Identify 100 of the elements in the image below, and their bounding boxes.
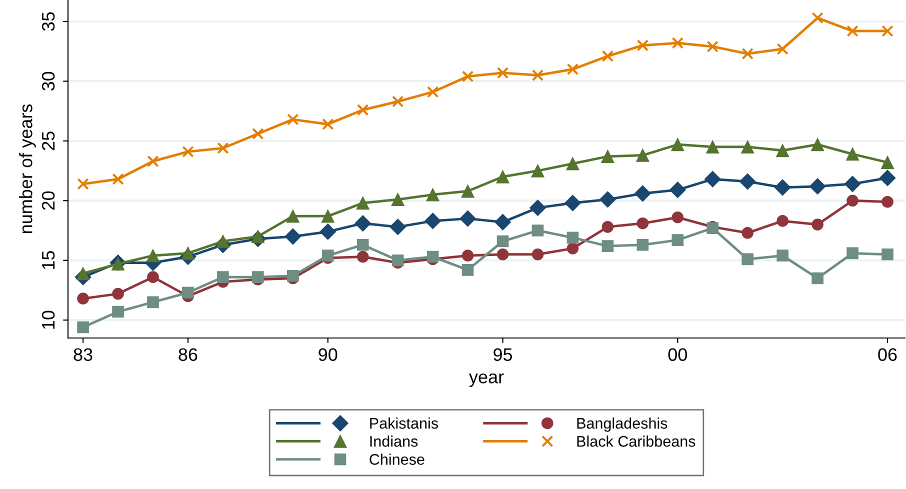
point <box>636 39 649 52</box>
point <box>774 179 791 196</box>
point <box>391 192 404 206</box>
point <box>672 234 684 246</box>
point <box>356 104 369 116</box>
legend-label: Pakistanis <box>370 418 438 429</box>
point <box>812 272 824 284</box>
point <box>147 271 159 283</box>
point <box>532 69 544 82</box>
legend-label: Indians <box>370 436 418 447</box>
point <box>182 146 194 158</box>
point <box>634 185 651 202</box>
point <box>882 248 894 260</box>
point <box>742 253 754 266</box>
x-tick-label: 86 <box>178 348 198 361</box>
point <box>322 118 334 130</box>
legend-label: Chinese <box>370 454 424 465</box>
point <box>636 238 649 251</box>
point <box>496 66 509 79</box>
point <box>669 182 686 198</box>
legend-label: Black Caribbeans <box>577 436 696 447</box>
point <box>742 48 754 60</box>
point <box>217 271 229 283</box>
point <box>532 224 544 236</box>
point <box>252 128 264 140</box>
point <box>602 50 614 62</box>
point <box>601 150 614 164</box>
point <box>182 286 194 299</box>
point <box>739 173 756 190</box>
point <box>462 264 474 276</box>
point <box>566 232 579 244</box>
point <box>181 246 195 260</box>
point <box>809 178 826 195</box>
point <box>112 306 124 318</box>
point <box>286 114 299 126</box>
x-axis-title: year <box>468 373 504 387</box>
point <box>356 250 369 263</box>
y-tick-label: 10 <box>42 310 55 329</box>
point <box>844 176 861 192</box>
point <box>810 138 824 152</box>
point <box>217 142 229 154</box>
point <box>354 215 372 232</box>
point <box>147 155 159 168</box>
point <box>636 148 650 162</box>
point <box>530 200 546 216</box>
point <box>566 242 579 254</box>
point <box>671 138 684 152</box>
point <box>392 254 404 266</box>
point <box>77 292 89 304</box>
point <box>672 37 684 49</box>
point <box>390 218 406 236</box>
point <box>672 211 684 224</box>
point <box>216 234 230 248</box>
y-tick-label: 20 <box>42 191 55 210</box>
point <box>704 170 721 188</box>
point <box>424 212 442 230</box>
x-tick-label: 95 <box>494 348 512 361</box>
point <box>426 250 439 263</box>
point <box>879 170 896 186</box>
point <box>146 248 160 262</box>
point <box>880 156 894 170</box>
point <box>636 217 649 230</box>
point <box>812 12 824 24</box>
point <box>602 221 614 233</box>
point <box>112 173 124 186</box>
point <box>846 25 858 37</box>
point <box>77 321 89 334</box>
point <box>286 270 299 282</box>
point <box>846 247 858 260</box>
point <box>426 188 440 202</box>
point <box>496 235 509 248</box>
point <box>251 230 265 244</box>
point <box>602 240 614 252</box>
point <box>846 194 858 207</box>
point <box>356 238 369 251</box>
point <box>882 196 894 208</box>
point <box>776 250 788 262</box>
y-tick-label: 30 <box>42 72 55 91</box>
point <box>460 210 476 227</box>
point <box>426 86 439 98</box>
x-tick-label: 00 <box>668 348 687 361</box>
point <box>599 191 616 208</box>
point <box>531 164 544 178</box>
point <box>776 43 788 55</box>
point <box>566 63 579 76</box>
point <box>461 184 474 198</box>
point <box>532 248 544 260</box>
point <box>321 210 334 223</box>
point <box>77 178 89 190</box>
point <box>812 218 824 230</box>
point <box>76 266 90 280</box>
point <box>496 248 509 260</box>
point <box>112 288 124 300</box>
point <box>356 196 370 210</box>
y-tick-label: 35 <box>42 12 55 31</box>
x-tick-label: 83 <box>74 348 92 361</box>
point <box>882 25 894 37</box>
y-tick-label: 15 <box>42 251 55 270</box>
point <box>462 250 474 262</box>
point <box>566 157 580 170</box>
